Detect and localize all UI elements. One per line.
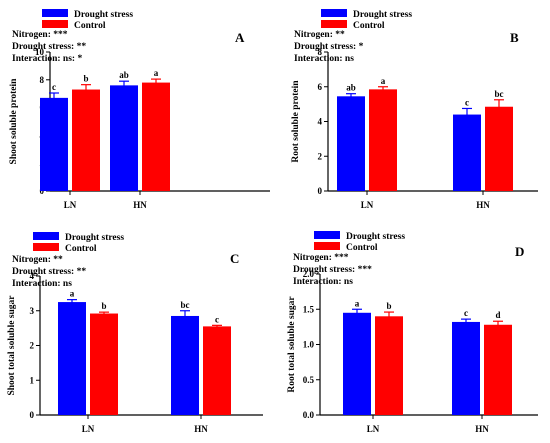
panel-d-y-tick-label-4: 2.0 [303, 269, 315, 279]
panel-a-bar-ln-drought-stress [40, 97, 68, 191]
panel-a-bar-ln-control [72, 89, 100, 191]
panel-b-y-tick-label-0: 0 [318, 186, 323, 196]
panel-a-bar-hn-control [142, 82, 170, 191]
panel-b-bar-ln-control [369, 89, 397, 191]
panel-c-stat-line-0: Nitrogen: ** [12, 255, 63, 265]
panel-d-sig-label-hn-drought-stress: c [464, 308, 468, 318]
panel-b-x-tick-label-ln: LN [361, 200, 374, 210]
panel-d-legend-swatch-control [314, 242, 340, 250]
panel-a-stat-line-1: Drought stress: ** [12, 42, 86, 52]
panel-a: 0246810Shoot soluble proteinLNcbHNabaDro… [9, 9, 270, 210]
panel-c-bar-hn-control [203, 326, 231, 415]
panel-a-legend-label-control: Control [74, 21, 106, 31]
panel-a-legend-label-drought-stress: Drought stress [74, 10, 133, 20]
panel-a-stat-line-2: Interaction: ns: * [12, 54, 82, 64]
panel-d-y-tick-label-1: 0.5 [303, 375, 315, 385]
panel-d-x-tick-label-hn: HN [475, 424, 489, 434]
panel-b-bar-ln-drought-stress [337, 96, 365, 191]
panel-b-bar-hn-control [485, 106, 513, 191]
panel-d-y-tick-label-0: 0.0 [303, 410, 315, 420]
panel-a-x-tick-label-ln: LN [64, 200, 77, 210]
panel-a-legend-swatch-control [42, 20, 68, 28]
panel-a-x-tick-label-hn: HN [133, 200, 147, 210]
panel-c-y-tick-label-2: 2 [30, 341, 35, 351]
panel-d-stat-line-0: Nitrogen: *** [293, 253, 349, 263]
panel-d-sig-label-ln-control: b [386, 301, 391, 311]
panel-d-legend-label-control: Control [346, 243, 378, 253]
panel-b-legend-label-control: Control [353, 21, 385, 31]
panel-c-y-tick-label-1: 1 [30, 375, 35, 385]
panel-d-legend-swatch-drought-stress [314, 231, 340, 239]
panel-c-x-tick-label-ln: LN [82, 424, 95, 434]
panel-c-stat-line-1: Drought stress: ** [12, 267, 86, 277]
panel-d-y-tick-label-3: 1.5 [303, 304, 315, 314]
panel-c-legend-label-drought-stress: Drought stress [65, 233, 124, 243]
panel-b-stat-line-1: Drought stress: * [294, 42, 364, 52]
panel-c-legend-label-control: Control [65, 244, 97, 254]
panel-b-sig-label-ln-drought-stress: ab [346, 83, 356, 93]
panel-b-legend-swatch-drought-stress [321, 9, 347, 17]
panel-c-sig-label-ln-control: b [101, 301, 106, 311]
panel-b-sig-label-ln-control: a [381, 76, 386, 86]
panel-c-sig-label-ln-drought-stress: a [70, 289, 75, 299]
panel-c-sig-label-hn-control: c [215, 314, 219, 324]
panel-b-bar-hn-drought-stress [453, 114, 481, 191]
panel-a-y-tick-label-4: 8 [40, 75, 45, 85]
panel-d: 0.0 0.5 1.0 1.5 2.0 Root total soluble sugar L… [287, 231, 538, 434]
panel-a-sig-label-ln-control: b [83, 74, 88, 84]
panel-b-y-tick-label-3: 6 [318, 82, 323, 92]
panel-c-sig-label-hn-drought-stress: bc [181, 300, 190, 310]
panel-a-sig-label-ln-drought-stress: c [52, 82, 56, 92]
panel-b: 0 2 4 6 8 Root soluble protein LN ab a HN c bc Droug… [291, 9, 538, 210]
panel-c-y-tick-label-3: 3 [30, 306, 35, 316]
panel-d-stat-line-1: Drought stress: *** [293, 265, 372, 275]
panel-b-legend-label-drought-stress: Drought stress [353, 10, 412, 20]
panel-d-bar-ln-drought-stress [343, 312, 371, 415]
panel-c-bar-hn-drought-stress [171, 315, 199, 415]
panel-b-sig-label-hn-drought-stress: c [465, 97, 469, 107]
panel-a-letter: A [235, 30, 245, 45]
panel-b-x-tick-label-hn: HN [476, 200, 490, 210]
panel-c-x-tick-label-hn: HN [194, 424, 208, 434]
panel-d-bar-hn-drought-stress [452, 321, 480, 415]
panel-d-bar-hn-control [484, 324, 512, 415]
panel-b-sig-label-hn-control: bc [495, 89, 504, 99]
panel-c-bar-ln-drought-stress [58, 302, 86, 415]
panel-c: 0 1 2 3 4 Shoot total soluble sugar LN a b HN bc c D… [7, 232, 263, 434]
panel-d-stat-line-2: Interaction: ns [293, 277, 353, 287]
panel-d-y-axis-title: Root total soluble sugar [287, 296, 297, 393]
panel-b-y-tick-label-2: 4 [318, 117, 323, 127]
panel-b-stat-line-0: Nitrogen: ** [294, 30, 345, 40]
panel-d-letter: D [515, 244, 524, 259]
panel-b-y-tick-label-4: 8 [318, 47, 323, 57]
panel-a-sig-label-hn-control: a [154, 68, 159, 78]
panel-c-legend-swatch-drought-stress [33, 232, 59, 240]
panel-a-bar-hn-drought-stress [110, 85, 138, 191]
panel-a-legend-swatch-drought-stress [42, 9, 68, 17]
panel-c-stat-line-2: Interaction: ns [12, 279, 72, 289]
panel-c-y-tick-label-0: 0 [30, 410, 35, 420]
panel-b-y-axis-title: Root soluble protein [291, 80, 301, 163]
panel-d-y-tick-label-2: 1.0 [303, 340, 315, 350]
panel-a-y-axis-title: Shoot soluble protein [9, 78, 19, 165]
panel-b-letter: B [510, 30, 519, 45]
panel-d-sig-label-hn-control: d [495, 310, 500, 320]
panel-a-sig-label-hn-drought-stress: ab [119, 70, 129, 80]
panel-d-sig-label-ln-drought-stress: a [355, 298, 360, 308]
panel-a-stat-line-0: Nitrogen: *** [12, 30, 68, 40]
panel-c-y-tick-label-4: 4 [30, 271, 35, 281]
panel-b-legend-swatch-control [321, 20, 347, 28]
panel-a-y-tick-label-5: 10 [35, 47, 45, 57]
panel-d-bar-ln-control [375, 316, 403, 415]
panel-c-y-axis-title: Shoot total soluble sugar [7, 295, 17, 396]
panel-c-bar-ln-control [90, 313, 118, 415]
panel-b-y-tick-label-1: 2 [318, 151, 323, 161]
panel-c-letter: C [230, 251, 239, 266]
panel-d-legend-label-drought-stress: Drought stress [346, 232, 405, 242]
panel-d-x-tick-label-ln: LN [367, 424, 380, 434]
panel-c-legend-swatch-control [33, 243, 59, 251]
panel-b-stat-line-2: Interaction: ns [294, 54, 354, 64]
